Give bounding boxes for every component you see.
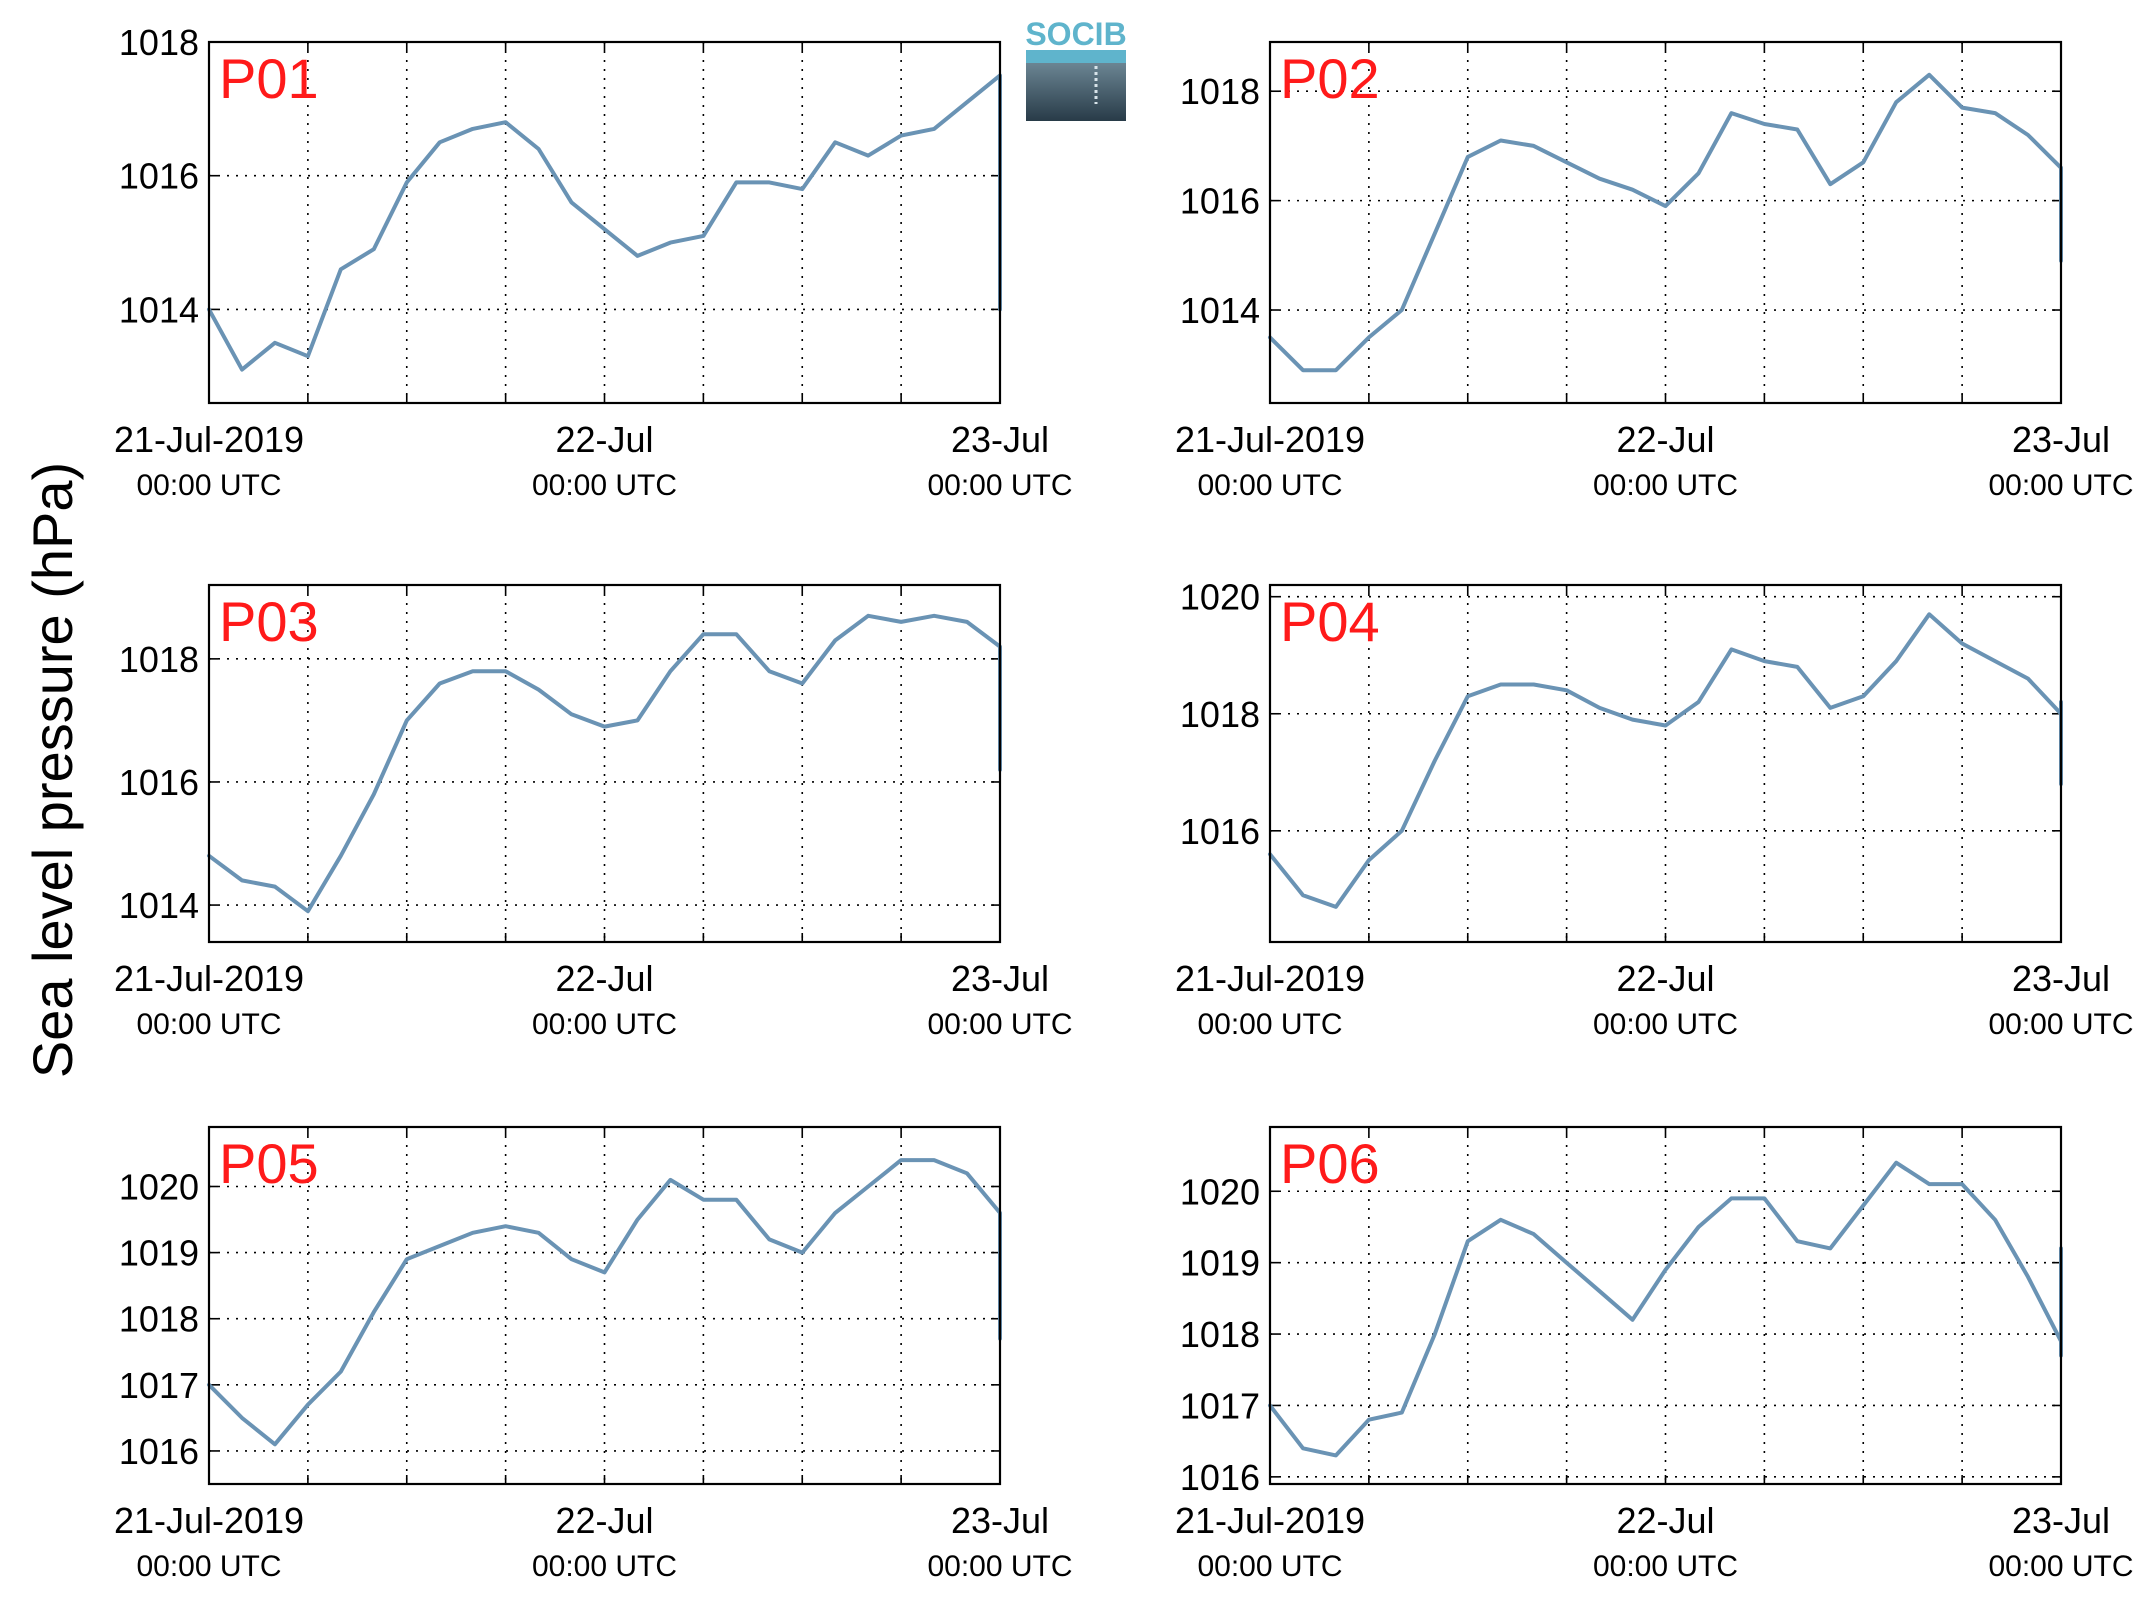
x-tick-label-date: 23-Jul: [2012, 958, 2110, 999]
panel-label: P05: [219, 1132, 319, 1195]
x-tick-label-time: 00:00 UTC: [1988, 469, 2133, 502]
panel-label: P01: [219, 47, 319, 110]
x-tick-label-date: 21-Jul-2019: [1175, 1500, 1365, 1541]
x-tick-label-time: 00:00 UTC: [927, 1550, 1072, 1583]
panels: 1014 1016 1018 P01 21-Jul-2019 00:00 UTC 22-Ju…: [114, 22, 2134, 1583]
y-tick-label: 1016: [1180, 181, 1260, 222]
series-line: [207, 613, 1002, 914]
x-tick-label-date: 22-Jul: [1616, 419, 1714, 460]
x-tick-label-time: 00:00 UTC: [136, 469, 281, 502]
y-tick-label: 1017: [1180, 1385, 1260, 1426]
y-tick-label: 1018: [119, 22, 199, 63]
panel-p04: 1016 1018 1020 P04 21-Jul-2019 00:00 UTC 22-Ju…: [1175, 577, 2134, 1041]
axes-frame: [1268, 583, 2063, 944]
x-tick-label-time: 00:00 UTC: [1988, 1550, 2133, 1583]
y-tick-label: 1016: [1180, 1457, 1260, 1498]
y-tick-label: 1019: [1180, 1243, 1260, 1284]
x-tick-label-date: 21-Jul-2019: [1175, 958, 1365, 999]
y-tick-label: 1017: [119, 1365, 199, 1406]
y-tick-label: 1020: [1180, 577, 1260, 618]
y-tick-label: 1016: [119, 1431, 199, 1472]
panel-label: P06: [1280, 1132, 1380, 1195]
panel-p05: 1016 1017 1018 1019 1020 P05 21-Jul-2019 00:00 …: [114, 1125, 1073, 1583]
x-tick-label-time: 00:00 UTC: [1197, 469, 1342, 502]
y-tick-label: 1016: [119, 762, 199, 803]
axes-frame: [1268, 40, 2063, 405]
x-tick-label-date: 22-Jul: [555, 1500, 653, 1541]
y-tick-label: 1016: [1180, 811, 1260, 852]
x-tick-label-time: 00:00 UTC: [927, 469, 1072, 502]
y-tick-label: 1014: [119, 885, 199, 926]
x-tick-label-time: 00:00 UTC: [136, 1550, 281, 1583]
x-tick-label-time: 00:00 UTC: [136, 1008, 281, 1041]
y-tick-label: 1019: [119, 1233, 199, 1274]
y-tick-label: 1016: [119, 156, 199, 197]
x-tick-label-time: 00:00 UTC: [1593, 1550, 1738, 1583]
x-tick-label-date: 21-Jul-2019: [114, 1500, 304, 1541]
x-tick-label-time: 00:00 UTC: [1197, 1008, 1342, 1041]
x-tick-label-date: 22-Jul: [1616, 958, 1714, 999]
panel-label: P04: [1280, 590, 1380, 653]
axes-frame: [1268, 1125, 2063, 1486]
panel-p01: 1014 1016 1018 P01 21-Jul-2019 00:00 UTC 22-Ju…: [114, 22, 1073, 502]
y-tick-label: 1018: [119, 639, 199, 680]
y-tick-label: 1020: [1180, 1171, 1260, 1212]
figure-y-axis-label: Sea level pressure (hPa): [21, 462, 84, 1078]
x-tick-label-date: 22-Jul: [1616, 1500, 1714, 1541]
logo-text: SOCIB: [1025, 16, 1126, 52]
x-tick-label-date: 21-Jul-2019: [114, 958, 304, 999]
x-tick-label-time: 00:00 UTC: [927, 1008, 1072, 1041]
panel-label: P02: [1280, 47, 1380, 110]
x-tick-label-time: 00:00 UTC: [1988, 1008, 2133, 1041]
panel-p03: 1014 1016 1018 P03 21-Jul-2019 00:00 UTC 22-Ju…: [114, 583, 1073, 1041]
y-tick-label: 1020: [119, 1167, 199, 1208]
x-tick-label-date: 21-Jul-2019: [114, 419, 304, 460]
logo-block: [1026, 63, 1126, 121]
x-tick-label-time: 00:00 UTC: [1593, 1008, 1738, 1041]
x-tick-label-date: 22-Jul: [555, 419, 653, 460]
x-tick-label-date: 23-Jul: [951, 419, 1049, 460]
series-line: [207, 1158, 1002, 1447]
panel-p02: 1014 1016 1018 P02 21-Jul-2019 00:00 UTC 22-Ju…: [1175, 40, 2134, 502]
axes-frame: [207, 583, 1002, 944]
x-tick-label-time: 00:00 UTC: [532, 469, 677, 502]
x-tick-label-date: 23-Jul: [2012, 1500, 2110, 1541]
x-tick-label-date: 23-Jul: [951, 958, 1049, 999]
panel-p06: 1016 1017 1018 1019 1020 P06 21-Jul-2019 00:00 …: [1175, 1125, 2134, 1583]
x-tick-label-time: 00:00 UTC: [532, 1008, 677, 1041]
y-tick-label: 1018: [1180, 1314, 1260, 1355]
x-tick-label-date: 21-Jul-2019: [1175, 419, 1365, 460]
y-tick-label: 1014: [119, 289, 199, 330]
y-tick-label: 1018: [1180, 71, 1260, 112]
x-tick-label-date: 23-Jul: [951, 1500, 1049, 1541]
x-tick-label-time: 00:00 UTC: [1593, 469, 1738, 502]
y-tick-label: 1018: [119, 1299, 199, 1340]
logo-water-band: [1026, 50, 1126, 63]
x-tick-label-time: 00:00 UTC: [1197, 1550, 1342, 1583]
axes-frame: [207, 40, 1002, 405]
socib-logo: SOCIB: [1025, 16, 1127, 121]
x-tick-label-time: 00:00 UTC: [532, 1550, 677, 1583]
series-line: [1268, 1160, 2063, 1458]
x-tick-label-date: 22-Jul: [555, 958, 653, 999]
panel-label: P03: [219, 590, 319, 653]
y-tick-label: 1014: [1180, 290, 1260, 331]
y-tick-label: 1018: [1180, 694, 1260, 735]
axes-frame: [207, 1125, 1002, 1486]
x-tick-label-date: 23-Jul: [2012, 419, 2110, 460]
